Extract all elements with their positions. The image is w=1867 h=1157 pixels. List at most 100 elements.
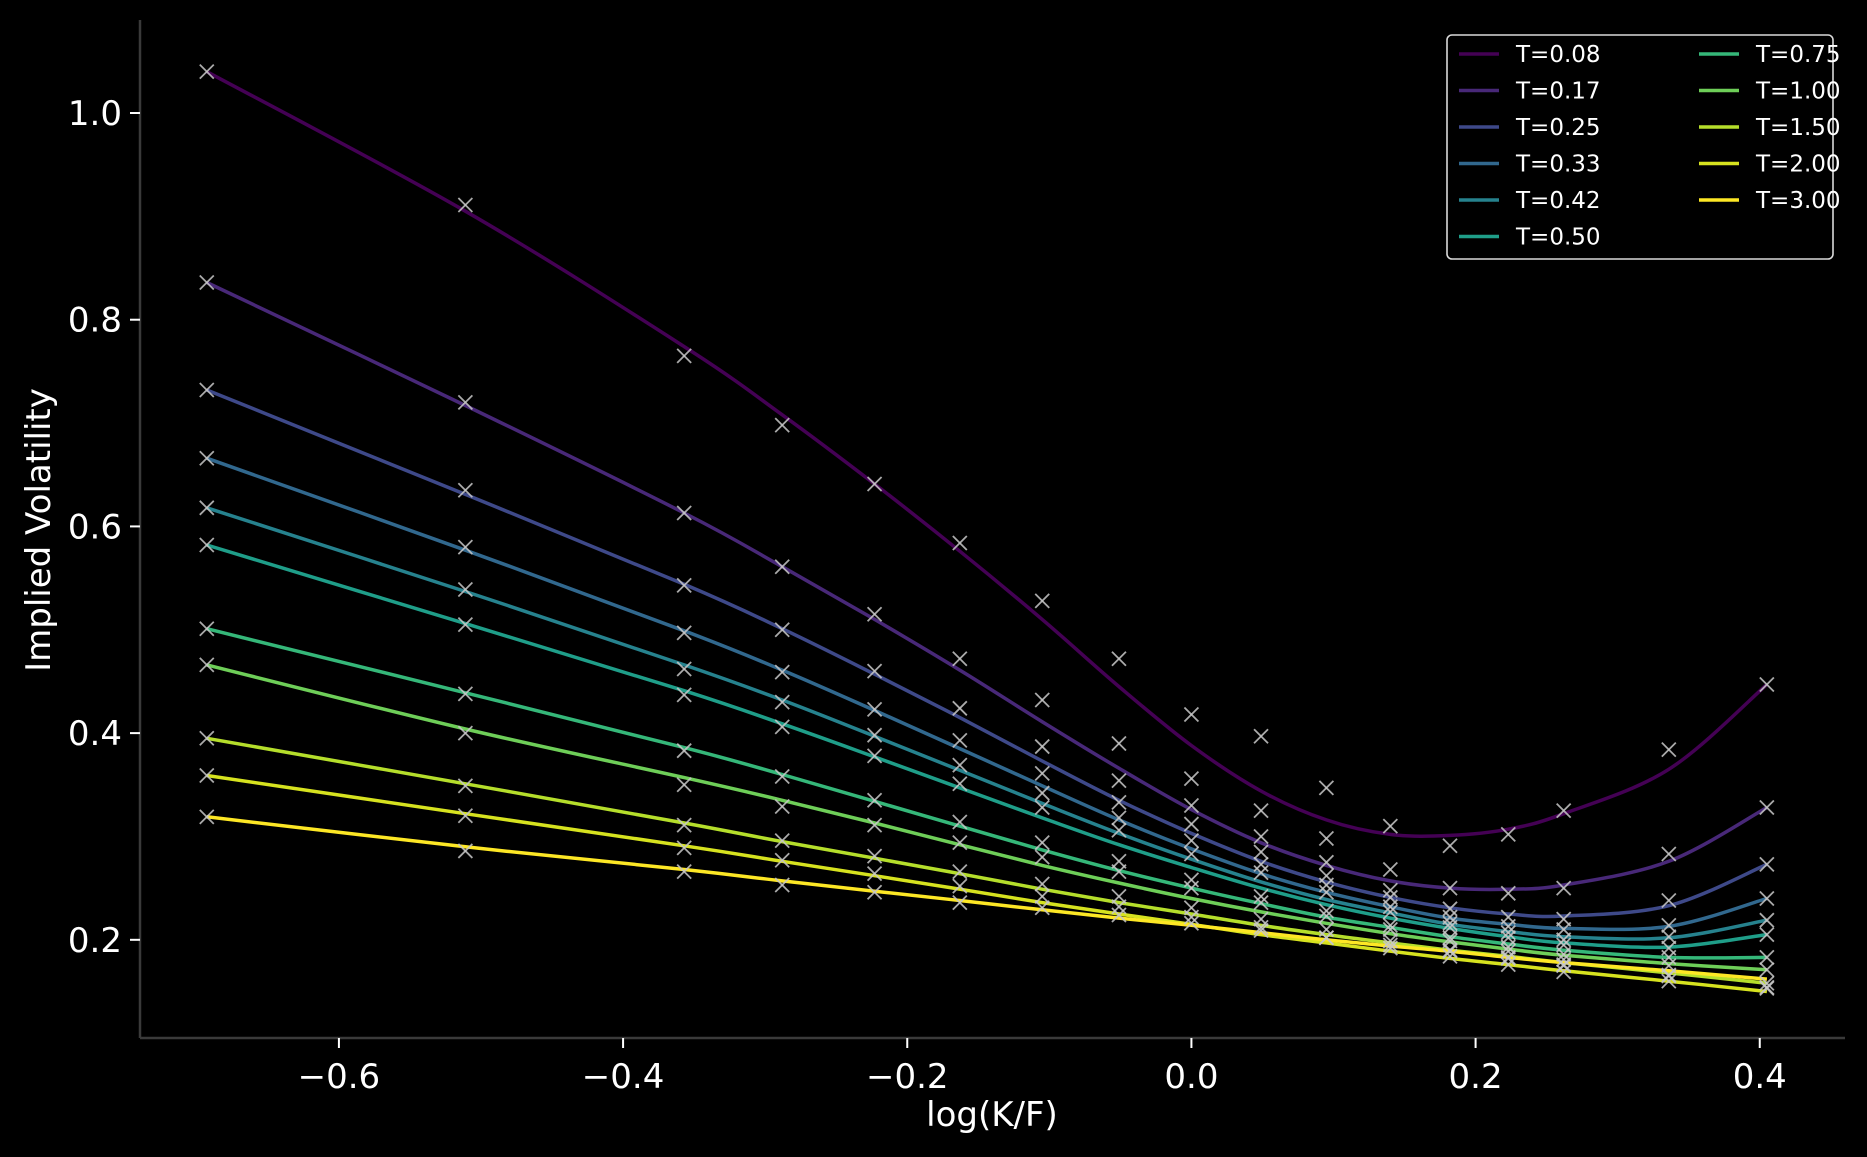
data-point [774,417,790,433]
legend-label: T=1.50 [1755,115,1841,141]
data-point [1111,907,1127,923]
legend-item: T=2.00 [1699,152,1841,178]
data-point [1253,922,1269,939]
y-tick-label: 0.4 [68,714,122,754]
legend-item: T=0.75 [1699,42,1841,68]
data-point [774,694,790,710]
legend-label: T=0.75 [1755,42,1841,68]
x-axis-title: log(K/F) [926,1095,1058,1135]
data-point [676,625,692,641]
legend-item: T=0.42 [1459,188,1601,214]
data-point [952,776,968,792]
data-point [676,577,692,593]
axes-layer: −0.6 −0.4 −0.2 0.0 0.2 0.4 0.2 0.4 0.6 0.8 1.0 [68,20,1845,1097]
data-point [1759,949,1775,966]
data-point [457,616,474,633]
data-point [866,476,883,492]
data-point [1382,861,1398,878]
data-point [1442,880,1458,896]
series-line-T=0.33 [206,456,1768,932]
x-tick-label: −0.4 [582,1057,665,1097]
data-point [676,661,692,677]
data-point [1183,915,1200,931]
data-point [952,700,968,716]
data-point [1382,917,1398,933]
data-point [774,664,790,680]
data-point [1759,912,1775,928]
data-point [1759,927,1775,943]
data-point [866,663,883,679]
data-point [1442,948,1458,964]
data-point [676,817,692,833]
data-point [1318,877,1335,893]
data-point [1759,975,1775,991]
data-point [676,840,692,856]
data-point [952,651,968,667]
data-point [1500,885,1516,901]
data-point [199,730,215,746]
data-point [1500,949,1516,966]
data-point [1661,892,1677,909]
data-point [774,832,790,849]
data-point [1382,818,1398,834]
data-point [1253,728,1269,744]
data-point [1661,742,1677,758]
data-point [952,535,968,551]
data-point [457,808,474,824]
legend-item: T=0.17 [1459,79,1601,105]
data-point [1382,933,1398,949]
data-point [1253,919,1269,936]
data-point [1318,930,1335,946]
data-point [1759,979,1775,995]
data-point [774,768,790,785]
data-point [1034,835,1050,851]
data-point [1500,826,1516,843]
data-point [1556,880,1572,896]
x-tick-label: −0.6 [298,1057,381,1097]
series-line-T=0.17 [206,280,1768,892]
data-point [1556,802,1572,819]
legend-label: T=0.08 [1515,42,1601,68]
data-point [866,866,883,882]
series-line-T=2.00 [206,773,1768,994]
data-point [1034,849,1050,865]
data-point [1661,929,1677,945]
data-point [774,622,790,638]
series-layer [205,70,1769,994]
data-point [1183,816,1200,832]
data-point [1111,651,1127,667]
legend-item: T=1.00 [1699,79,1841,105]
data-point [676,505,692,521]
legend-item: T=1.50 [1699,115,1841,141]
data-point [199,621,215,637]
data-point [1442,943,1458,959]
data-point [1111,773,1127,789]
data-point [1442,915,1458,931]
data-point [1442,838,1458,854]
data-point [1382,899,1398,915]
data-point [1759,676,1775,693]
data-point [1183,797,1200,814]
data-point [1556,951,1572,968]
data-point [952,814,968,830]
x-tick-label: 0.0 [1164,1057,1218,1097]
data-point [457,725,474,741]
data-point [774,877,790,893]
data-point [866,884,883,900]
data-point [1183,909,1200,925]
data-point [1111,735,1127,752]
data-point [1253,865,1269,881]
data-point [1382,882,1398,898]
data-point [1034,692,1050,708]
x-tick-label: −0.2 [866,1057,949,1097]
legend-label: T=0.42 [1515,188,1601,214]
data-point [1442,930,1458,946]
data-point [1034,799,1050,816]
data-point [457,394,474,411]
data-point [1500,943,1516,959]
legend-box [1446,34,1834,260]
data-point [952,863,968,880]
y-tick-label: 1.0 [68,94,122,134]
data-point [1318,884,1335,900]
data-point [866,848,883,864]
